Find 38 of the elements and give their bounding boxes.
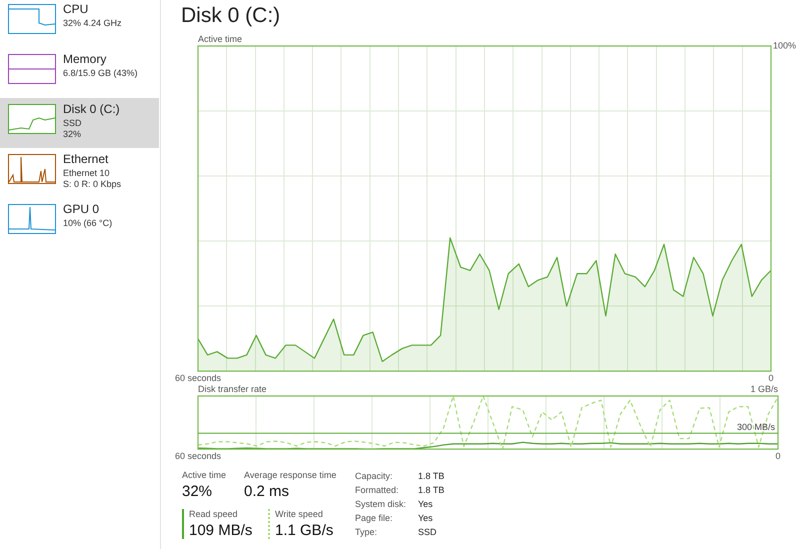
x-tick-label: 60 seconds [174, 373, 222, 384]
ref-line-label: 300 MB/s [736, 422, 776, 432]
text: 1.8 TB [418, 485, 444, 495]
text: Yes [418, 499, 433, 509]
text: 1 GB/s [750, 384, 778, 394]
text: Formatted: [355, 485, 399, 495]
text: System disk: [355, 499, 406, 509]
text: Active time [182, 470, 226, 480]
text: SSD 32% [63, 118, 82, 140]
chart-title: Disk 0 (C:) [181, 4, 280, 28]
text: 6.8/15.9 GB (43%) [63, 68, 138, 79]
text: 0.2 ms [244, 483, 290, 500]
text: 32% 4.24 GHz [63, 18, 122, 29]
category-label: CPU [63, 2, 88, 16]
text: 32% [182, 483, 214, 500]
text: Capacity: [355, 471, 393, 481]
text: Read speed [189, 509, 239, 519]
text: 1.8 TB [418, 471, 444, 481]
category-label: GPU 0 [63, 202, 100, 216]
category-label: Ethernet [63, 152, 108, 166]
text: 109 MB/s [189, 522, 252, 539]
y-axis-title: Disk transfer rate [198, 384, 267, 394]
text: 1.1 GB/s [275, 522, 334, 539]
x-tick-label: 60 seconds [174, 451, 222, 462]
text: Page file: [355, 513, 393, 523]
y-tick-label: 100% [772, 40, 796, 50]
x-tick-label: 0 [768, 373, 774, 384]
text: Yes [418, 513, 433, 523]
text: Type: [355, 527, 378, 537]
text: Average response time [244, 470, 336, 480]
category-label: Memory [63, 52, 106, 66]
text: 10% (66 °C) [63, 218, 112, 229]
text: Ethernet 10 S: 0 R: 0 Kbps [63, 168, 122, 190]
y-axis-title: Active time [198, 34, 242, 44]
text: SSD [418, 527, 437, 537]
x-tick-label: 0 [775, 451, 781, 462]
text: Write speed [275, 509, 324, 519]
category-label: Disk 0 (C:) [63, 102, 120, 116]
